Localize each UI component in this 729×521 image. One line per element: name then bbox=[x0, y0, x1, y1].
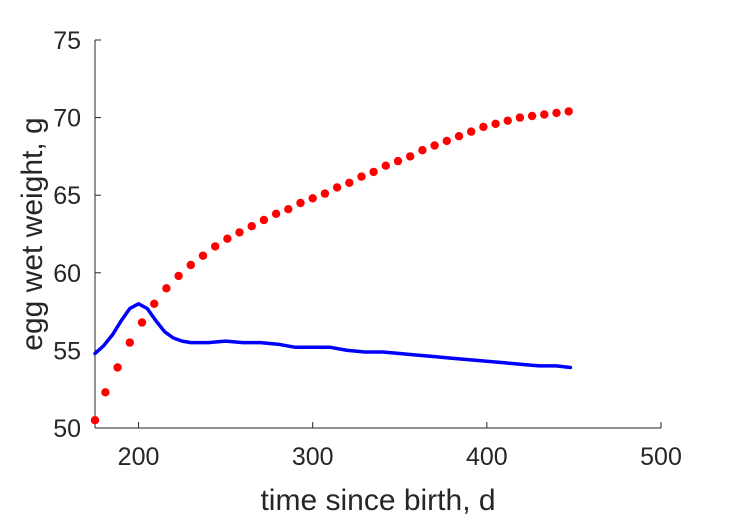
data-point bbox=[198, 251, 208, 260]
data-point bbox=[174, 271, 183, 281]
y-tick-label: 65 bbox=[53, 182, 81, 210]
x-tick-label: 300 bbox=[292, 443, 334, 471]
data-point bbox=[515, 113, 525, 122]
data-point bbox=[125, 338, 134, 347]
x-tick-label: 500 bbox=[640, 443, 682, 471]
data-point bbox=[406, 152, 415, 161]
data-point bbox=[162, 284, 171, 293]
data-point bbox=[296, 198, 305, 208]
x-tick-label: 400 bbox=[466, 443, 508, 471]
y-tick-label: 70 bbox=[53, 105, 81, 133]
data-point bbox=[345, 178, 354, 187]
data-point bbox=[113, 363, 122, 372]
data-point bbox=[467, 127, 476, 136]
y-axis-label: egg wet weight, g bbox=[16, 117, 49, 350]
data-point bbox=[259, 215, 269, 225]
data-point bbox=[454, 132, 464, 141]
data-point bbox=[271, 209, 281, 218]
y-tick-label: 75 bbox=[53, 27, 81, 55]
y-tick-label: 55 bbox=[53, 337, 81, 365]
data-point bbox=[90, 416, 100, 425]
plot-area bbox=[90, 107, 573, 425]
data-point bbox=[430, 141, 439, 150]
y-tick-label: 60 bbox=[53, 260, 81, 288]
data-point bbox=[223, 234, 232, 243]
data-point bbox=[381, 161, 390, 170]
data-point bbox=[527, 111, 537, 121]
data-point bbox=[442, 136, 451, 146]
data-point bbox=[552, 108, 561, 118]
data-point bbox=[418, 146, 427, 155]
series-line-1 bbox=[93, 302, 573, 370]
data-point bbox=[186, 260, 195, 270]
x-axis-label: time since birth, d bbox=[260, 484, 495, 517]
data-point bbox=[332, 183, 342, 192]
axes: 50 55 60 65 70 75 200 300 400 500 bbox=[53, 27, 682, 471]
data-point bbox=[247, 222, 256, 231]
data-point bbox=[150, 299, 159, 308]
data-point bbox=[137, 318, 147, 327]
data-point bbox=[503, 116, 512, 125]
x-tick-label: 200 bbox=[118, 443, 160, 471]
data-point bbox=[491, 119, 500, 128]
data-point bbox=[479, 122, 488, 132]
data-point bbox=[369, 167, 378, 177]
data-point bbox=[101, 388, 110, 397]
data-point bbox=[320, 189, 330, 198]
data-point bbox=[564, 107, 573, 116]
data-point bbox=[357, 172, 366, 181]
data-point bbox=[308, 194, 317, 203]
data-point bbox=[235, 228, 244, 237]
data-point bbox=[393, 156, 403, 166]
data-point bbox=[284, 205, 293, 214]
y-tick-label: 50 bbox=[53, 415, 81, 443]
data-point bbox=[211, 242, 220, 251]
data-point bbox=[540, 110, 549, 119]
